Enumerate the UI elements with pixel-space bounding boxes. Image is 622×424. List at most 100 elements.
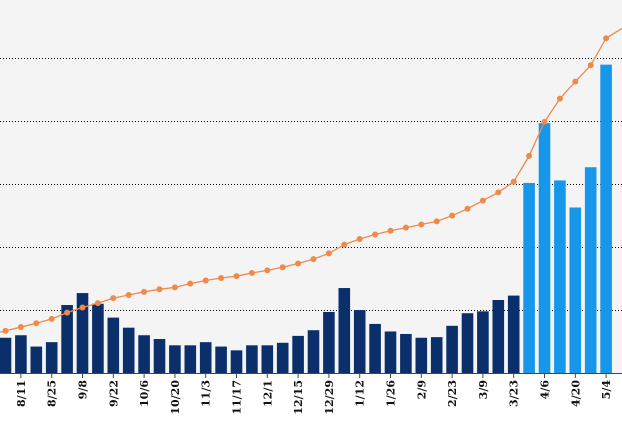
line-point — [79, 304, 86, 311]
bar — [353, 310, 366, 373]
bar — [61, 305, 73, 373]
bar — [184, 345, 197, 373]
line-point — [572, 78, 579, 85]
bar — [323, 311, 335, 373]
line-point — [387, 227, 394, 234]
x-tick-label: 12/15 — [292, 380, 305, 415]
bar — [584, 167, 597, 373]
bar — [45, 342, 58, 373]
bar — [246, 345, 258, 373]
line-point — [17, 324, 24, 331]
x-tick-label: 2/23 — [446, 380, 459, 407]
x-tick-label: 11/17 — [231, 380, 244, 415]
line-point — [125, 291, 132, 298]
line-point — [64, 309, 71, 316]
line-point — [556, 95, 563, 102]
x-tick-label: 4/6 — [539, 380, 552, 400]
line-point — [449, 212, 456, 219]
line-point — [187, 280, 194, 287]
bar — [461, 313, 474, 373]
bar — [600, 64, 612, 373]
line-point — [94, 300, 101, 307]
x-tick-label: 10/6 — [138, 380, 151, 407]
bar — [153, 339, 166, 373]
bar — [292, 335, 304, 373]
line-point — [202, 277, 209, 284]
bar — [369, 323, 381, 373]
line-point — [479, 197, 486, 204]
line-point — [156, 286, 163, 293]
x-tick-label: 12/1 — [261, 380, 274, 407]
bar — [230, 350, 243, 373]
bar — [477, 311, 489, 373]
x-tick-label: 3/9 — [477, 380, 490, 399]
x-tick-label: 9/22 — [107, 380, 120, 407]
bar — [569, 207, 582, 373]
bar — [215, 346, 227, 373]
x-tick-label: 4/20 — [569, 380, 582, 407]
bar — [30, 346, 43, 373]
line-point — [464, 205, 471, 212]
line-point — [279, 264, 286, 271]
bar — [523, 182, 535, 373]
line-point — [248, 269, 255, 276]
bar — [261, 345, 274, 373]
line-point — [526, 152, 533, 159]
line-point — [433, 218, 440, 225]
line-point — [141, 288, 148, 295]
line-point — [495, 189, 502, 196]
bar — [15, 335, 27, 373]
bar — [76, 293, 89, 373]
line-point — [48, 315, 55, 322]
x-tick-label: 1/26 — [385, 380, 398, 407]
bar — [169, 345, 181, 373]
x-axis-ticks: 8/11 8/25 9/8 9/22 10/6 10/20 11/3 11/17 12/1 12/… — [15, 373, 613, 415]
bar — [122, 327, 135, 373]
bar — [107, 317, 120, 373]
x-tick-label: 8/25 — [46, 380, 59, 407]
bar — [507, 295, 520, 373]
x-tick-label: 11/3 — [200, 380, 213, 407]
line-series — [0, 27, 622, 334]
bar — [538, 123, 551, 373]
line-point — [218, 274, 225, 281]
x-tick-label: 5/4 — [600, 380, 613, 400]
bar — [430, 337, 443, 373]
bar — [400, 333, 412, 373]
line-point — [603, 35, 610, 42]
x-tick-label: 12/29 — [323, 380, 336, 415]
line-point — [341, 241, 348, 248]
bar — [199, 342, 212, 373]
bar — [554, 180, 566, 373]
bar — [307, 330, 320, 373]
line-point — [171, 284, 178, 291]
line-point — [325, 250, 332, 257]
line-point — [310, 256, 317, 263]
x-tick-label: 1/12 — [354, 380, 367, 407]
x-tick-label: 2/9 — [415, 380, 428, 399]
bar — [446, 325, 458, 373]
line-point — [372, 231, 379, 238]
bar — [384, 331, 397, 373]
bar — [415, 337, 428, 373]
bar — [92, 303, 104, 373]
line-point — [233, 273, 240, 280]
line-point — [110, 295, 117, 302]
x-tick-label: 8/11 — [15, 380, 28, 407]
bar — [138, 335, 150, 373]
x-tick-label: 3/23 — [508, 380, 521, 407]
line-point — [2, 327, 9, 334]
line-point — [295, 260, 302, 267]
line-point — [356, 235, 363, 242]
x-tick-label: 9/8 — [77, 380, 90, 400]
line-point — [402, 224, 409, 231]
bar — [276, 342, 289, 373]
line-point — [510, 178, 517, 185]
bar — [0, 337, 12, 373]
bar-series — [0, 64, 612, 373]
line-point — [264, 267, 271, 274]
bar — [338, 288, 351, 373]
line-point — [418, 221, 425, 228]
